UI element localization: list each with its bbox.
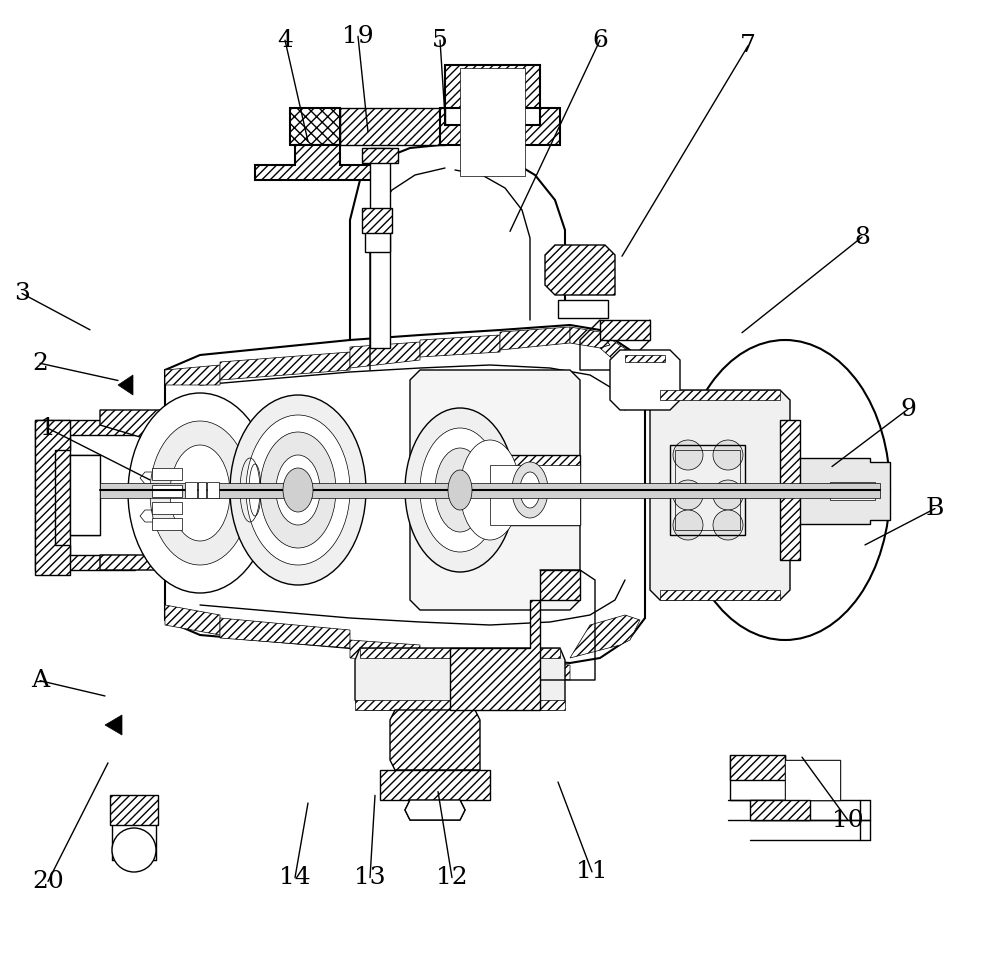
Polygon shape bbox=[558, 300, 608, 318]
Polygon shape bbox=[35, 420, 70, 575]
Polygon shape bbox=[165, 605, 220, 635]
Polygon shape bbox=[362, 148, 398, 163]
Polygon shape bbox=[355, 700, 565, 710]
Polygon shape bbox=[105, 715, 122, 735]
Text: 12: 12 bbox=[436, 866, 468, 889]
Polygon shape bbox=[600, 320, 650, 340]
Polygon shape bbox=[420, 335, 500, 357]
Ellipse shape bbox=[713, 440, 743, 470]
Ellipse shape bbox=[112, 828, 156, 872]
Polygon shape bbox=[440, 108, 560, 145]
Text: 11: 11 bbox=[576, 860, 608, 883]
Polygon shape bbox=[350, 342, 420, 368]
Polygon shape bbox=[650, 390, 790, 600]
Ellipse shape bbox=[128, 393, 272, 593]
Polygon shape bbox=[152, 518, 182, 530]
Ellipse shape bbox=[673, 480, 703, 510]
Polygon shape bbox=[570, 615, 640, 658]
Polygon shape bbox=[152, 485, 182, 497]
Polygon shape bbox=[100, 410, 165, 570]
Text: 13: 13 bbox=[354, 866, 386, 889]
Polygon shape bbox=[660, 390, 780, 400]
Polygon shape bbox=[380, 770, 490, 800]
Polygon shape bbox=[370, 148, 390, 348]
Text: 10: 10 bbox=[832, 809, 864, 832]
Polygon shape bbox=[445, 65, 540, 108]
Ellipse shape bbox=[150, 421, 250, 565]
Polygon shape bbox=[545, 245, 615, 295]
Polygon shape bbox=[165, 365, 220, 385]
Polygon shape bbox=[35, 420, 135, 570]
Polygon shape bbox=[355, 648, 565, 710]
Polygon shape bbox=[750, 800, 810, 820]
Polygon shape bbox=[790, 458, 890, 524]
Polygon shape bbox=[220, 352, 350, 380]
Polygon shape bbox=[420, 655, 500, 675]
Polygon shape bbox=[730, 755, 785, 780]
Polygon shape bbox=[100, 483, 880, 498]
Polygon shape bbox=[185, 482, 197, 498]
Text: 20: 20 bbox=[32, 870, 64, 893]
Polygon shape bbox=[600, 332, 635, 370]
Polygon shape bbox=[362, 208, 392, 233]
Polygon shape bbox=[660, 590, 780, 600]
Text: A: A bbox=[31, 669, 49, 692]
Polygon shape bbox=[220, 618, 350, 648]
Ellipse shape bbox=[230, 395, 366, 585]
Text: B: B bbox=[926, 497, 944, 520]
Text: 8: 8 bbox=[854, 226, 870, 249]
Polygon shape bbox=[360, 648, 560, 658]
Polygon shape bbox=[410, 370, 580, 610]
Ellipse shape bbox=[520, 472, 540, 508]
Polygon shape bbox=[490, 455, 580, 525]
Text: 3: 3 bbox=[14, 282, 30, 305]
Polygon shape bbox=[152, 468, 182, 480]
Text: 9: 9 bbox=[900, 398, 916, 421]
Ellipse shape bbox=[713, 480, 743, 510]
Polygon shape bbox=[460, 68, 525, 176]
Ellipse shape bbox=[405, 408, 515, 572]
Polygon shape bbox=[365, 232, 390, 252]
Text: 2: 2 bbox=[32, 352, 48, 375]
Polygon shape bbox=[540, 570, 580, 600]
Text: 1: 1 bbox=[40, 417, 56, 440]
Ellipse shape bbox=[420, 428, 500, 552]
Polygon shape bbox=[118, 375, 133, 395]
Text: 14: 14 bbox=[279, 866, 311, 889]
Polygon shape bbox=[830, 482, 875, 500]
Polygon shape bbox=[500, 660, 570, 680]
Polygon shape bbox=[625, 355, 665, 362]
Ellipse shape bbox=[460, 440, 520, 540]
Ellipse shape bbox=[448, 470, 472, 510]
Polygon shape bbox=[152, 502, 182, 514]
Polygon shape bbox=[350, 640, 420, 663]
Ellipse shape bbox=[276, 455, 320, 525]
Ellipse shape bbox=[673, 510, 703, 540]
Polygon shape bbox=[450, 600, 540, 710]
Polygon shape bbox=[610, 350, 680, 410]
Polygon shape bbox=[255, 145, 380, 180]
Ellipse shape bbox=[170, 445, 230, 541]
Text: 5: 5 bbox=[432, 29, 448, 52]
Ellipse shape bbox=[512, 462, 548, 518]
Polygon shape bbox=[780, 420, 800, 560]
Polygon shape bbox=[198, 482, 206, 498]
Text: 19: 19 bbox=[342, 25, 374, 48]
Polygon shape bbox=[340, 108, 445, 145]
Ellipse shape bbox=[260, 432, 336, 548]
Ellipse shape bbox=[246, 415, 350, 565]
Polygon shape bbox=[290, 108, 340, 145]
Ellipse shape bbox=[673, 440, 703, 470]
Text: 6: 6 bbox=[592, 29, 608, 52]
Polygon shape bbox=[390, 710, 480, 770]
Polygon shape bbox=[70, 455, 100, 535]
Polygon shape bbox=[570, 327, 610, 348]
Polygon shape bbox=[785, 760, 840, 800]
Polygon shape bbox=[110, 795, 158, 825]
Polygon shape bbox=[500, 327, 570, 350]
Ellipse shape bbox=[713, 510, 743, 540]
Ellipse shape bbox=[283, 468, 313, 512]
Polygon shape bbox=[405, 800, 465, 820]
Polygon shape bbox=[490, 465, 580, 525]
